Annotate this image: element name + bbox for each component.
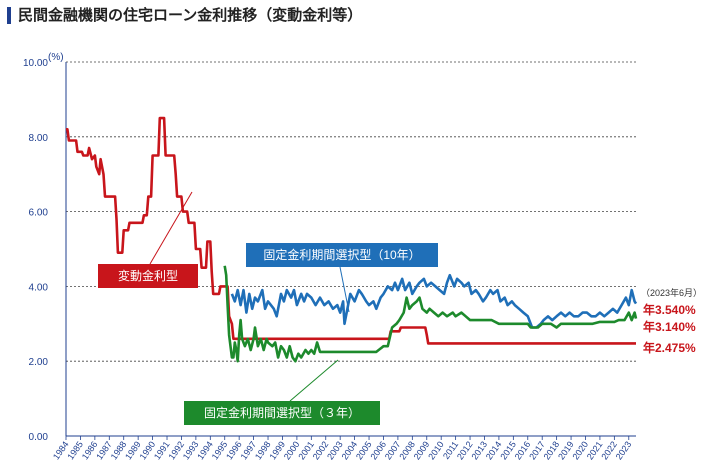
variable-rate-callout-box [98, 264, 198, 288]
chart-title: 民間金融機関の住宅ローン金利推移（変動金利等） [18, 6, 363, 24]
fixed-3yr-line [223, 265, 638, 363]
y-tick-label: 10.00 [23, 58, 48, 69]
as-of-label: （2023年6月） [641, 287, 702, 298]
fixed-10yr-callout-leader [339, 266, 350, 313]
fixed-10yr-end-label: 年3.540% [643, 302, 696, 317]
y-tick-label: 0.00 [29, 432, 49, 443]
fixed-10yr-callout-box [246, 243, 438, 267]
variable-rate-callout-label: 変動金利型 [118, 268, 178, 283]
fixed-3yr-callout-box [184, 401, 380, 425]
variable-rate-line [66, 116, 636, 345]
y-tick-label: 6.00 [29, 208, 49, 219]
fixed-3yr-callout-leader [289, 359, 339, 402]
fixed-10yr-line [230, 273, 638, 329]
x-tick-label: 2023 [614, 439, 634, 461]
x-tick-label: 2010 [426, 439, 446, 461]
variable-rate-callout-leader [149, 191, 193, 265]
y-tick-label: 2.00 [29, 357, 49, 368]
y-tick-label: 4.00 [29, 282, 49, 293]
fixed-10yr-callout-label: 固定金利期間選択型（10年） [263, 247, 420, 262]
y-tick-label: 8.00 [29, 133, 49, 144]
title-accent-bar [7, 7, 11, 24]
y-axis-unit: (%) [48, 52, 64, 63]
fixed-3yr-callout-label: 固定金利期間選択型（３年） [204, 405, 360, 420]
variable-rate-end-label: 年2.475% [643, 340, 696, 355]
fixed-3yr-end-label: 年3.140% [643, 319, 696, 334]
